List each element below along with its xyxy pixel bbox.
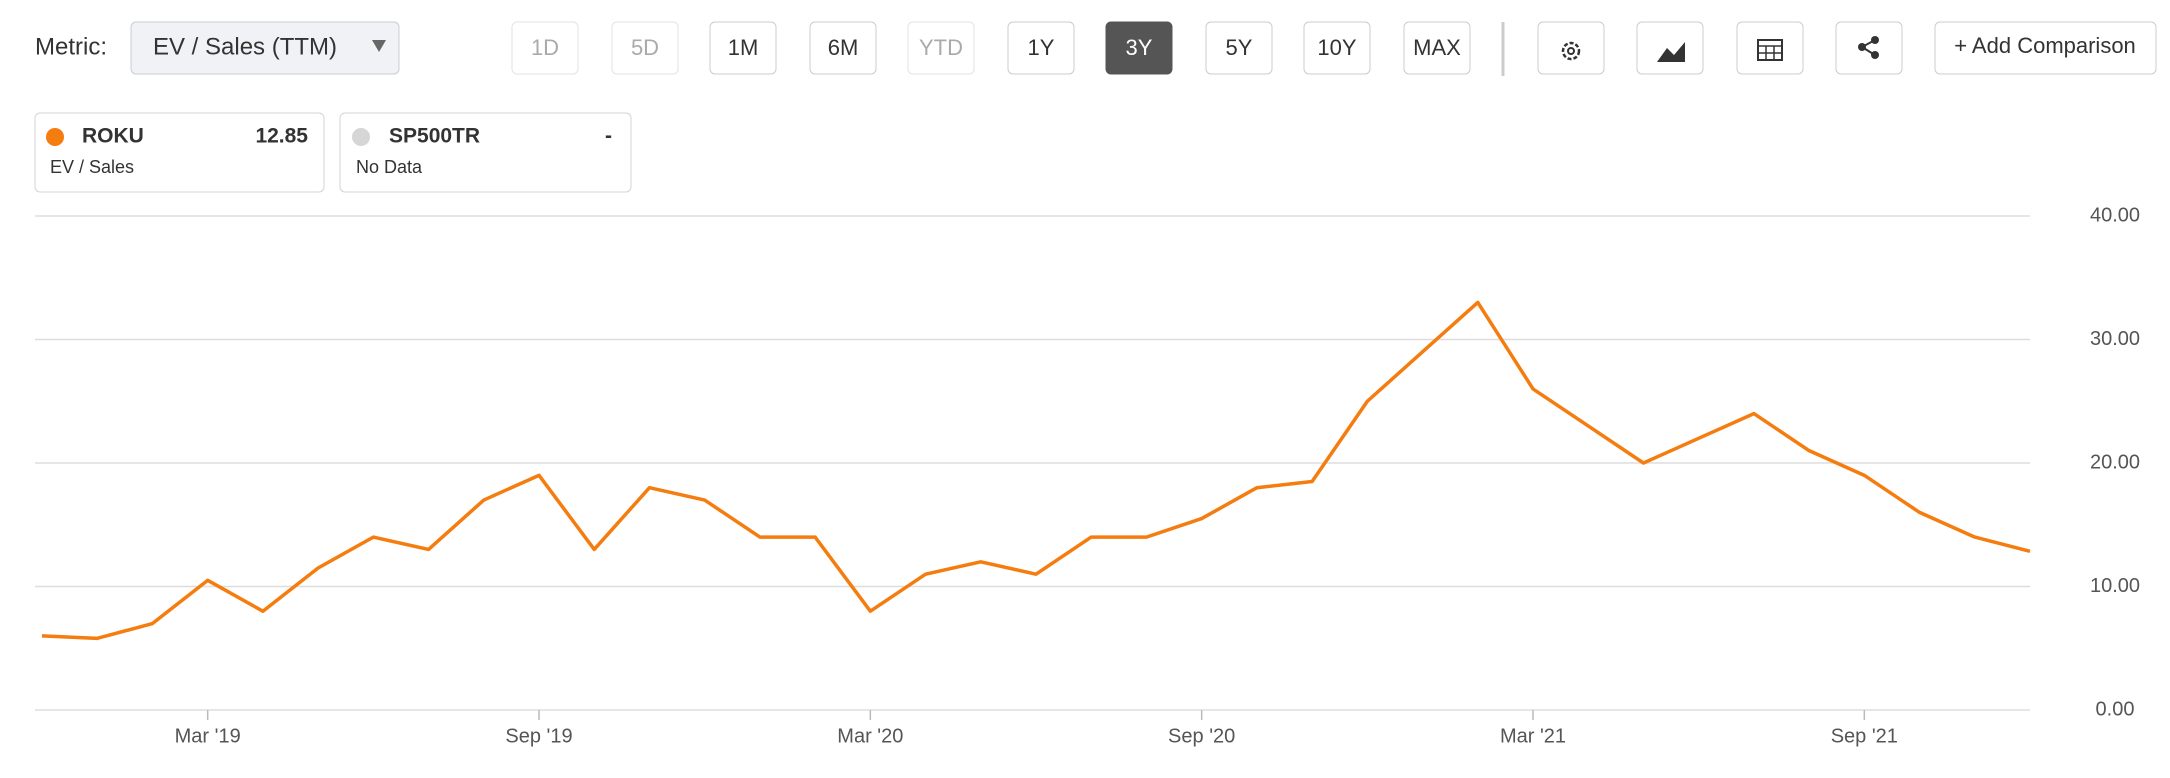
range-button[interactable] bbox=[1105, 21, 1173, 75]
table-button[interactable] bbox=[1736, 21, 1804, 75]
chart-type-button[interactable] bbox=[1636, 21, 1704, 75]
legend-subtitle: EV / Sales bbox=[50, 157, 134, 177]
settings-button[interactable] bbox=[1537, 21, 1605, 75]
legend-subtitle: No Data bbox=[356, 157, 423, 177]
dropdown-arrow bbox=[372, 40, 386, 52]
legend-name: ROKU bbox=[82, 125, 144, 148]
range-label: 10Y bbox=[1317, 35, 1356, 60]
range-button[interactable] bbox=[1403, 21, 1471, 75]
range-button bbox=[611, 21, 679, 75]
metric-label: Metric: bbox=[35, 33, 107, 60]
legend-name: SP500TR bbox=[389, 125, 480, 148]
legend-value: 12.85 bbox=[255, 125, 308, 148]
y-tick-label: 40.00 bbox=[2090, 204, 2140, 226]
range-label: MAX bbox=[1413, 35, 1461, 60]
x-tick-label: Sep '19 bbox=[505, 725, 572, 747]
range-button bbox=[511, 21, 579, 75]
x-tick-label: Sep '20 bbox=[1168, 725, 1235, 747]
range-label: 5D bbox=[631, 35, 659, 60]
range-label: 6M bbox=[828, 35, 859, 60]
metric-dropdown[interactable] bbox=[130, 21, 400, 75]
range-button[interactable] bbox=[1007, 21, 1075, 75]
legend-dot bbox=[46, 128, 64, 146]
legend-card[interactable] bbox=[34, 112, 325, 193]
range-label: 1M bbox=[728, 35, 759, 60]
y-tick-label: 10.00 bbox=[2090, 575, 2140, 597]
range-button[interactable] bbox=[1303, 21, 1371, 75]
legend-value: - bbox=[605, 125, 612, 148]
x-tick-label: Mar '20 bbox=[837, 725, 903, 747]
range-label: YTD bbox=[919, 35, 963, 60]
range-label: 3Y bbox=[1126, 35, 1153, 60]
range-button bbox=[907, 21, 975, 75]
data-line bbox=[41, 300, 2031, 641]
add-comparison-label: + Add Comparison bbox=[1954, 33, 2136, 58]
legend-dot bbox=[352, 128, 370, 146]
legend-card[interactable] bbox=[339, 112, 632, 193]
x-tick-label: Mar '19 bbox=[175, 725, 241, 747]
range-label: 1Y bbox=[1028, 35, 1055, 60]
metric-value: EV / Sales (TTM) bbox=[153, 33, 337, 60]
range-button[interactable] bbox=[1205, 21, 1273, 75]
x-tick-label: Sep '21 bbox=[1831, 725, 1898, 747]
add-comparison-button[interactable] bbox=[1934, 21, 2157, 75]
range-label: 5Y bbox=[1226, 35, 1253, 60]
share-button[interactable] bbox=[1835, 21, 1903, 75]
range-button[interactable] bbox=[709, 21, 777, 75]
y-tick-label: 20.00 bbox=[2090, 451, 2140, 473]
x-tick-label: Mar '21 bbox=[1500, 725, 1566, 747]
range-label: 1D bbox=[531, 35, 559, 60]
y-tick-label: 0.00 bbox=[2096, 698, 2135, 720]
range-button[interactable] bbox=[809, 21, 877, 75]
y-tick-label: 30.00 bbox=[2090, 328, 2140, 350]
